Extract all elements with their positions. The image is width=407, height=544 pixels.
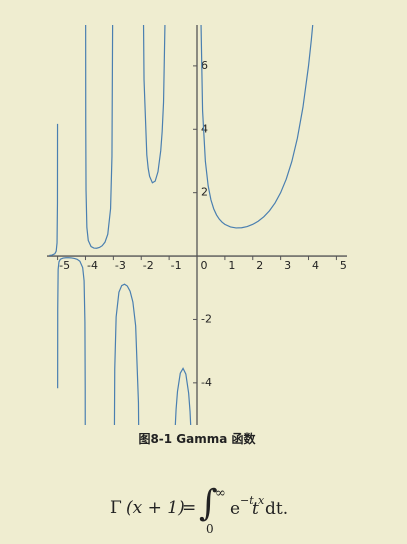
formula-arg: (x + 1) bbox=[126, 498, 185, 518]
x-tick-label: 3 bbox=[284, 259, 291, 272]
formula-integral: ∫ bbox=[199, 483, 218, 524]
formula-eq: = bbox=[182, 498, 197, 518]
y-tick-label: 6 bbox=[201, 59, 208, 72]
x-tick-label: 5 bbox=[340, 259, 347, 272]
formula-lower: 0 bbox=[206, 522, 214, 536]
formula-exp1: −t bbox=[240, 494, 254, 507]
formula-exp2: x bbox=[258, 494, 265, 507]
y-tick-label: -2 bbox=[201, 312, 212, 325]
x-tick-label: -3 bbox=[115, 259, 126, 272]
formula-gamma: Γ bbox=[110, 498, 122, 518]
x-tick-label: -4 bbox=[87, 259, 98, 272]
gamma-curve bbox=[49, 25, 314, 425]
formula-end: dt. bbox=[265, 499, 289, 519]
x-tick-label: -5 bbox=[59, 259, 70, 272]
formula-upper: ∞ bbox=[215, 486, 226, 501]
chart: -5 -4 -3 -2 -1 0 1 2 3 4 5 -4 -2 2 4 6 bbox=[47, 25, 347, 425]
formula-base: e bbox=[230, 499, 241, 519]
x-tick-label: -2 bbox=[143, 259, 154, 272]
formula-t: t bbox=[252, 499, 259, 519]
x-tick-label: 1 bbox=[228, 259, 235, 272]
y-tick-label: -4 bbox=[201, 376, 212, 389]
x-tick-label: 2 bbox=[256, 259, 263, 272]
x-tick-label: 4 bbox=[312, 259, 319, 272]
x-tick-label: 0 bbox=[201, 259, 208, 272]
chart-caption: 图8-1 Gamma 函数 bbox=[138, 432, 256, 446]
y-tick-label: 2 bbox=[201, 186, 208, 199]
x-tick-label: -1 bbox=[171, 259, 182, 272]
y-tick-label: 4 bbox=[201, 122, 208, 135]
